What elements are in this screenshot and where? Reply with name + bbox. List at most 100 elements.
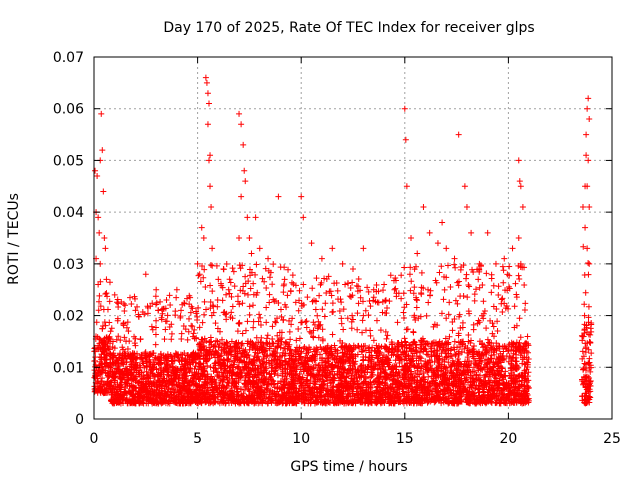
data-point: [159, 310, 166, 317]
data-point: [106, 279, 113, 286]
data-point: [521, 306, 528, 313]
data-point: [246, 266, 253, 273]
data-point: [168, 336, 175, 343]
data-point: [236, 301, 243, 308]
data-point: [186, 315, 193, 322]
data-point: [449, 327, 456, 334]
data-point: [380, 287, 387, 294]
data-point: [181, 350, 188, 357]
data-point: [263, 304, 270, 311]
data-point: [197, 278, 204, 285]
data-point: [144, 396, 151, 403]
data-point: [201, 266, 208, 273]
data-point: [143, 353, 150, 360]
data-point: [125, 328, 132, 335]
data-point: [164, 351, 171, 358]
data-point: [134, 350, 141, 357]
chart-title: Day 170 of 2025, Rate Of TEC Index for r…: [163, 20, 534, 36]
data-point: [210, 388, 217, 395]
data-point: [213, 380, 220, 387]
data-point: [344, 315, 351, 322]
data-point: [227, 279, 234, 286]
data-point: [269, 323, 276, 330]
data-point: [207, 305, 214, 312]
data-point: [213, 262, 220, 269]
data-point: [122, 379, 129, 386]
data-point: [230, 268, 237, 275]
data-point: [309, 285, 316, 292]
data-point: [161, 305, 168, 312]
data-point: [119, 360, 126, 367]
data-point: [471, 297, 478, 304]
data-point: [338, 320, 345, 327]
data-point: [207, 262, 214, 269]
data-point: [139, 359, 146, 366]
data-point: [140, 372, 147, 379]
data-point: [314, 312, 321, 319]
data-point: [204, 348, 211, 355]
data-point: [126, 338, 133, 345]
data-point: [476, 284, 483, 291]
data-point: [148, 397, 155, 404]
data-point: [365, 312, 372, 319]
data-point: [199, 263, 206, 270]
data-point: [131, 333, 138, 340]
data-point: [184, 352, 191, 359]
data-point: [246, 311, 253, 318]
data-point: [182, 364, 189, 371]
data-point: [211, 343, 218, 350]
data-point: [119, 344, 126, 351]
data-point: [266, 299, 273, 306]
data-point: [302, 319, 309, 326]
data-point: [137, 335, 144, 342]
data-point: [106, 351, 113, 358]
data-point: [455, 351, 462, 358]
data-point: [190, 330, 197, 337]
data-point: [204, 362, 211, 369]
data-point: [284, 292, 291, 299]
data-point: [231, 283, 238, 290]
data-point: [106, 319, 113, 326]
data-point: [407, 287, 414, 294]
data-point: [213, 385, 220, 392]
data-point: [259, 358, 266, 365]
data-point: [112, 384, 119, 391]
data-point: [159, 390, 166, 397]
data-point: [500, 279, 507, 286]
data-point: [110, 338, 117, 345]
data-point: [160, 392, 167, 399]
data-point: [162, 326, 169, 333]
data-point: [321, 313, 328, 320]
data-point: [128, 382, 135, 389]
data-point: [98, 354, 105, 361]
data-point: [149, 371, 156, 378]
data-point: [220, 265, 227, 272]
data-point: [106, 334, 113, 341]
data-point: [218, 350, 225, 357]
data-point: [134, 303, 141, 310]
data-point: [201, 367, 208, 374]
data-point: [147, 394, 154, 401]
data-point: [98, 338, 105, 345]
data-point: [146, 352, 153, 359]
data-point: [101, 382, 108, 389]
data-point: [115, 398, 122, 405]
data-point: [182, 326, 189, 333]
data-point: [143, 368, 150, 375]
data-point: [238, 386, 245, 393]
data-point: [128, 369, 135, 376]
data-point: [144, 310, 151, 317]
data-point: [495, 292, 502, 299]
data-point: [425, 299, 432, 306]
data-point: [269, 281, 276, 288]
data-point: [451, 261, 458, 268]
data-point: [166, 397, 173, 404]
data-point: [145, 390, 152, 397]
data-markers: [91, 74, 595, 407]
data-point: [157, 351, 164, 358]
data-point: [319, 306, 326, 313]
data-point: [183, 376, 190, 383]
data-point: [200, 274, 207, 281]
data-point: [167, 388, 174, 395]
